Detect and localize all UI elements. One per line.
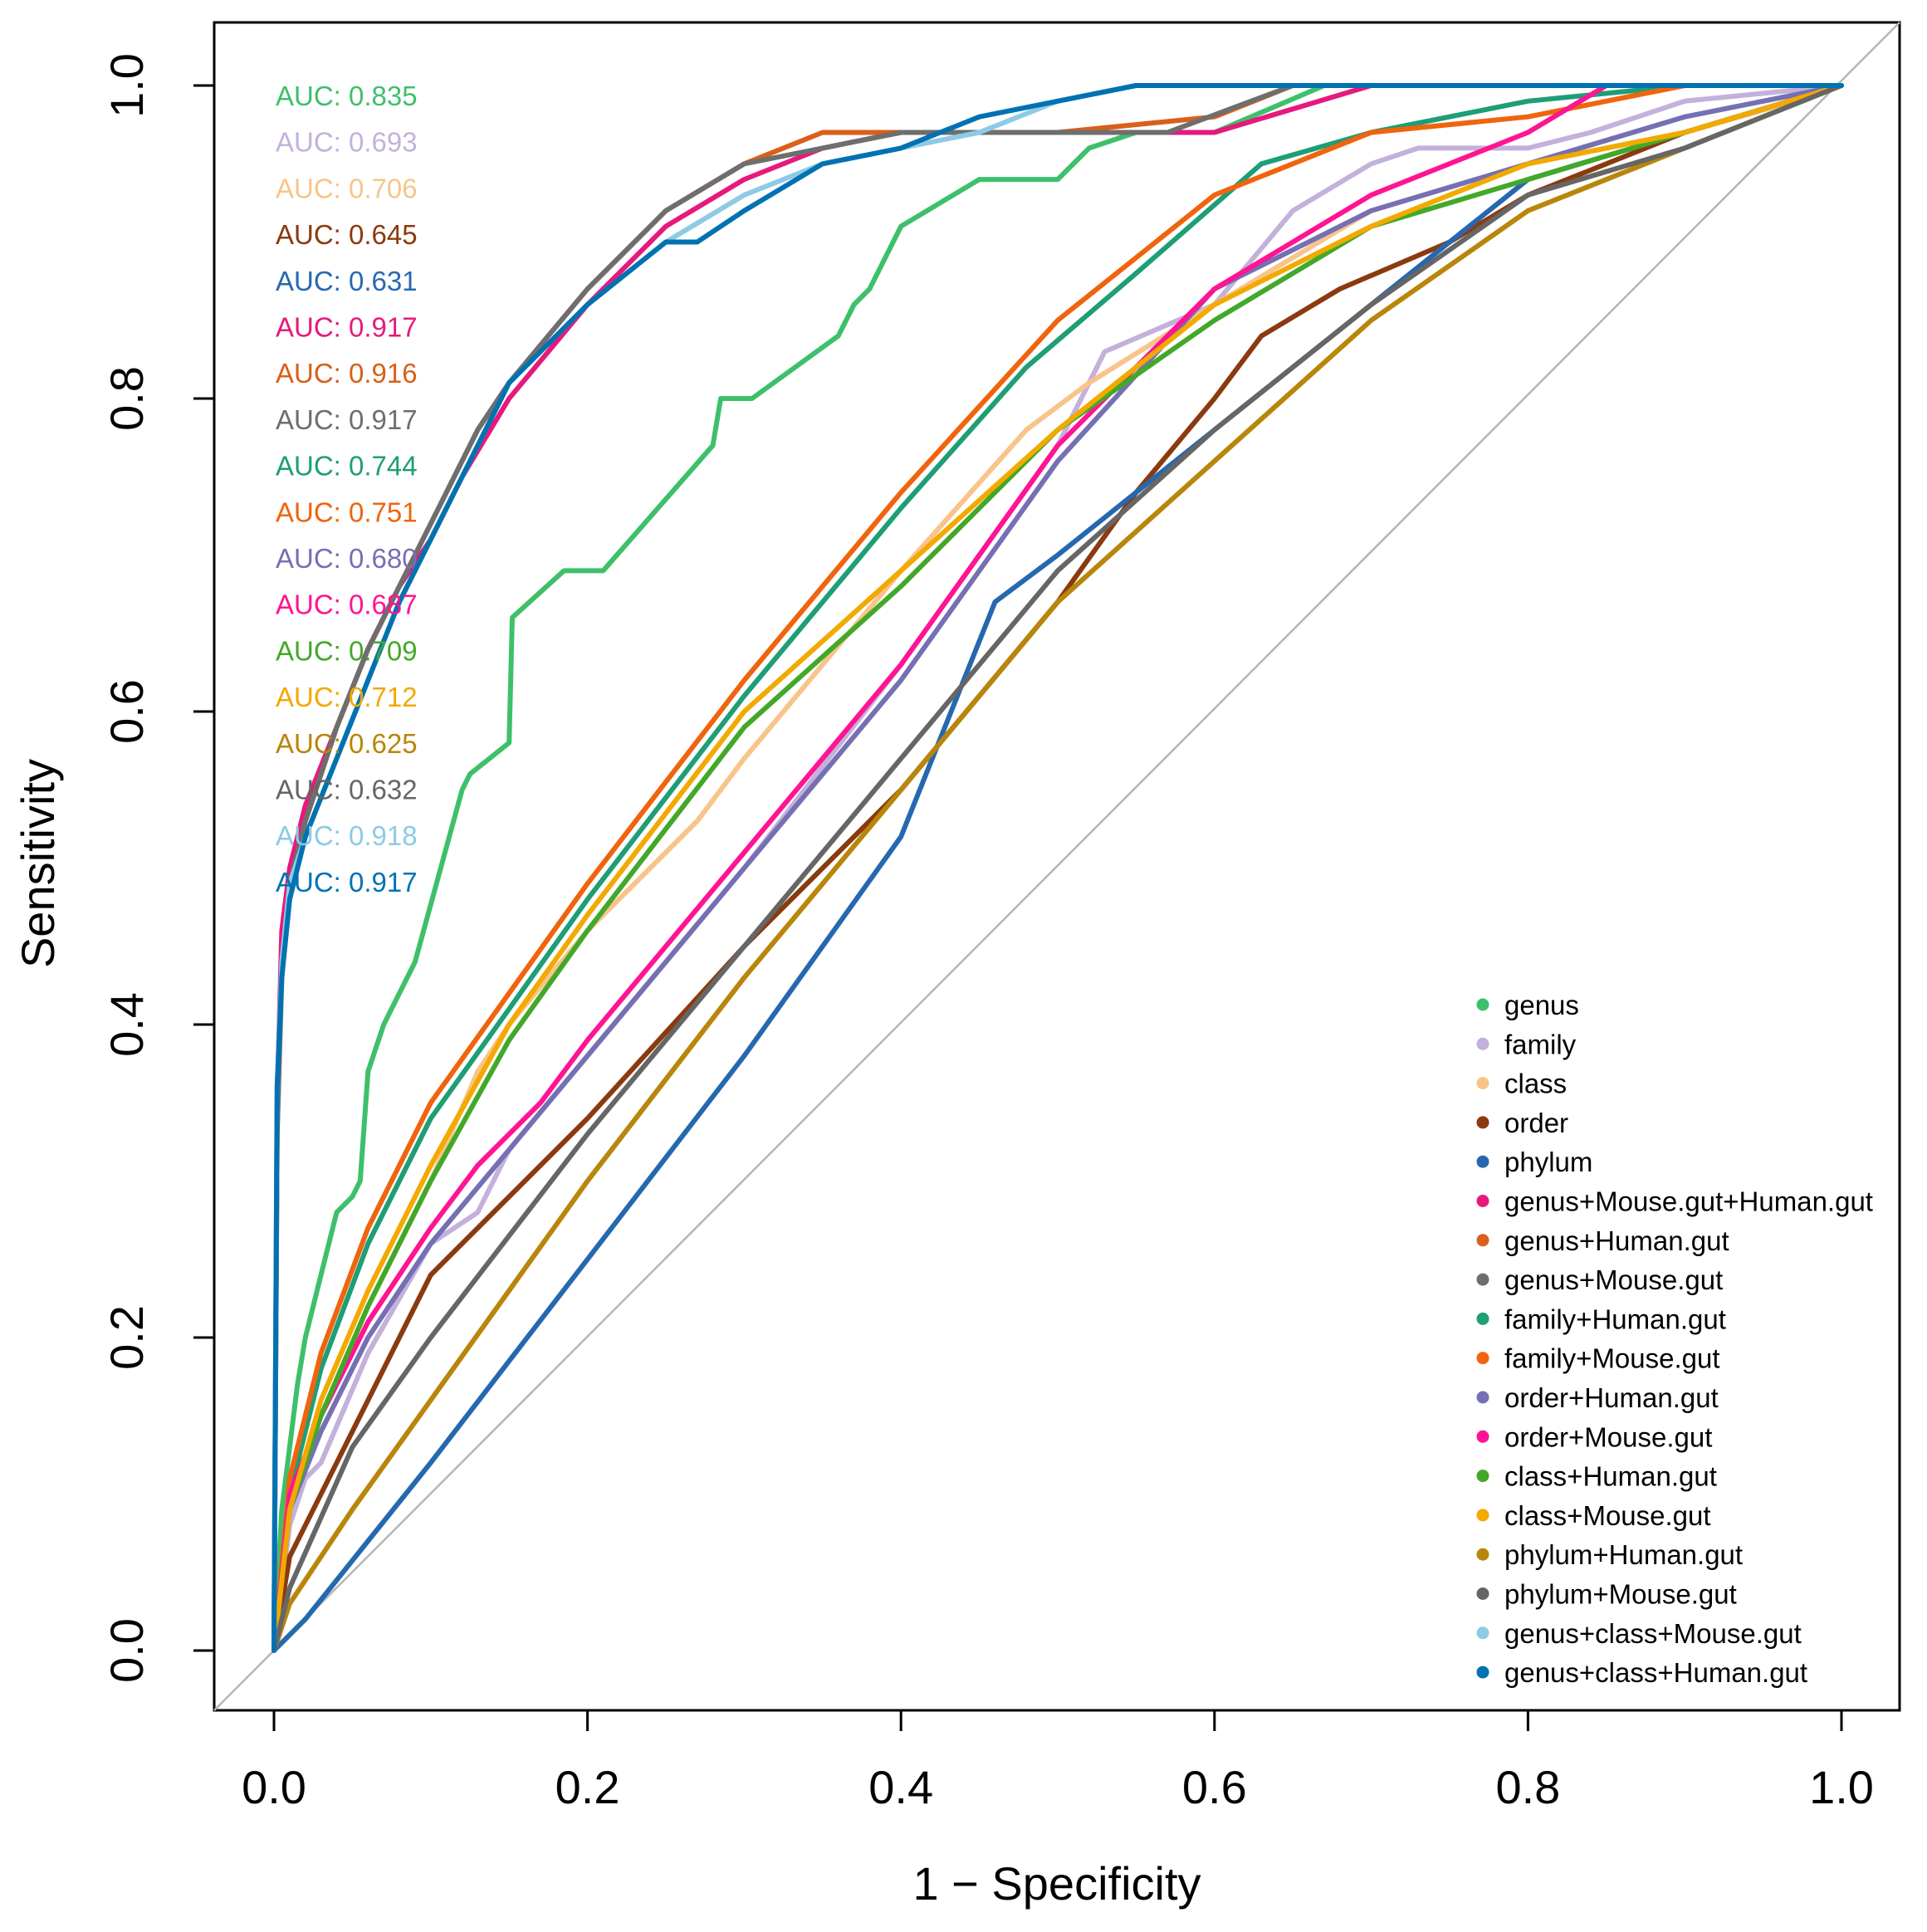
legend-marker: [1476, 1548, 1489, 1561]
legend-label: genus+class+Human.gut: [1504, 1657, 1807, 1688]
series-line-order-mouse-gut: [271, 83, 1844, 1653]
y-tick-label: 0.4: [100, 992, 153, 1057]
legend-label: phylum+Human.gut: [1504, 1539, 1743, 1570]
auc-label: AUC: 0.625: [276, 728, 418, 759]
legend-label: genus: [1504, 990, 1579, 1020]
legend-label: order+Mouse.gut: [1504, 1421, 1712, 1452]
series-line-genus: [271, 83, 1844, 1653]
auc-label: AUC: 0.687: [276, 589, 418, 620]
x-axis: 0.0 0.2 0.4 0.6 0.8 1.0: [242, 1709, 1874, 1813]
auc-label: AUC: 0.917: [276, 867, 418, 898]
x-tick-label: 1.0: [1809, 1761, 1874, 1813]
series-line-family-mouse-gut: [271, 83, 1844, 1653]
x-axis-title: 1 − Specificity: [912, 1857, 1201, 1910]
auc-label: AUC: 0.645: [276, 219, 418, 250]
legend-marker: [1476, 1430, 1489, 1443]
reference-diagonal: [213, 22, 1900, 1711]
legend-label: order+Human.gut: [1504, 1382, 1719, 1413]
legend-label: phylum: [1504, 1147, 1592, 1177]
x-tick-label: 0.4: [868, 1761, 933, 1813]
auc-label: AUC: 0.917: [276, 404, 418, 435]
series-line-genus-class-human-gut: [271, 83, 1844, 1653]
legend-marker: [1476, 1234, 1489, 1247]
series-line-phylum-mouse-gut: [271, 83, 1844, 1653]
auc-label: AUC: 0.744: [276, 451, 418, 482]
auc-label: AUC: 0.835: [276, 81, 418, 111]
x-tick-label: 0.0: [242, 1761, 306, 1813]
legend-marker: [1476, 1116, 1489, 1129]
legend-label: class: [1504, 1069, 1567, 1099]
auc-label: AUC: 0.680: [276, 543, 418, 574]
auc-label: AUC: 0.631: [276, 266, 418, 296]
auc-label: AUC: 0.693: [276, 127, 418, 158]
auc-label: AUC: 0.918: [276, 820, 418, 851]
auc-label: AUC: 0.916: [276, 358, 418, 389]
x-tick-label: 0.6: [1182, 1761, 1247, 1813]
legend-label: family+Human.gut: [1504, 1303, 1726, 1334]
series-line-class-human-gut: [271, 83, 1844, 1653]
y-tick-label: 0.2: [100, 1305, 153, 1370]
auc-labels: AUC: 0.835 AUC: 0.693 AUC: 0.706 AUC: 0.645…: [276, 81, 418, 898]
legend-marker: [1476, 1352, 1489, 1365]
legend-marker: [1476, 1391, 1489, 1404]
legend-marker: [1476, 998, 1489, 1011]
auc-label: AUC: 0.709: [276, 635, 418, 666]
legend-marker: [1476, 1509, 1489, 1522]
legend-marker: [1476, 1155, 1489, 1168]
legend-label: genus+Mouse.gut+Human.gut: [1504, 1186, 1873, 1217]
auc-label: AUC: 0.632: [276, 775, 418, 805]
legend-marker: [1476, 1312, 1489, 1325]
series-lines: [271, 83, 1844, 1653]
x-tick-label: 0.2: [555, 1761, 620, 1813]
auc-label: AUC: 0.751: [276, 496, 418, 527]
y-axis-title: Sensitivity: [12, 759, 64, 968]
legend-label: genus+Mouse.gut: [1504, 1264, 1723, 1295]
legend-label: genus+class+Mouse.gut: [1504, 1618, 1802, 1649]
auc-label: AUC: 0.712: [276, 682, 418, 712]
legend-label: family+Mouse.gut: [1504, 1343, 1720, 1374]
legend-marker: [1476, 1077, 1489, 1090]
legend-marker: [1476, 1587, 1489, 1600]
auc-label: AUC: 0.706: [276, 173, 418, 203]
legend-label: phylum+Mouse.gut: [1504, 1579, 1737, 1610]
series-line-phylum-human-gut: [271, 83, 1844, 1653]
legend-marker: [1476, 1273, 1489, 1286]
legend-marker: [1476, 1626, 1489, 1640]
y-tick-label: 0.0: [100, 1618, 153, 1683]
legend-label: order: [1504, 1108, 1568, 1138]
x-tick-label: 0.8: [1495, 1761, 1560, 1813]
legend-label: family: [1504, 1029, 1577, 1059]
series-line-class-mouse-gut: [271, 83, 1844, 1653]
series-line-order-human-gut: [271, 83, 1844, 1653]
legend-marker: [1476, 1195, 1489, 1207]
y-tick-label: 1.0: [100, 53, 153, 118]
legend-label: class+Human.gut: [1504, 1461, 1717, 1492]
legend-marker: [1476, 1665, 1489, 1679]
legend-marker: [1476, 1470, 1489, 1483]
legend-marker: [1476, 1037, 1489, 1050]
y-tick-label: 0.6: [100, 679, 153, 744]
legend: genus family class order phylum genus+Mouse.g…: [1476, 990, 1873, 1688]
series-line-family-human-gut: [271, 83, 1844, 1653]
legend-label: class+Mouse.gut: [1504, 1500, 1711, 1531]
auc-label: AUC: 0.917: [276, 312, 418, 343]
y-tick-label: 0.8: [100, 366, 153, 431]
y-axis: 0.0 0.2 0.4 0.6 0.8 1.0: [100, 53, 216, 1683]
legend-label: genus+Human.gut: [1504, 1225, 1729, 1256]
